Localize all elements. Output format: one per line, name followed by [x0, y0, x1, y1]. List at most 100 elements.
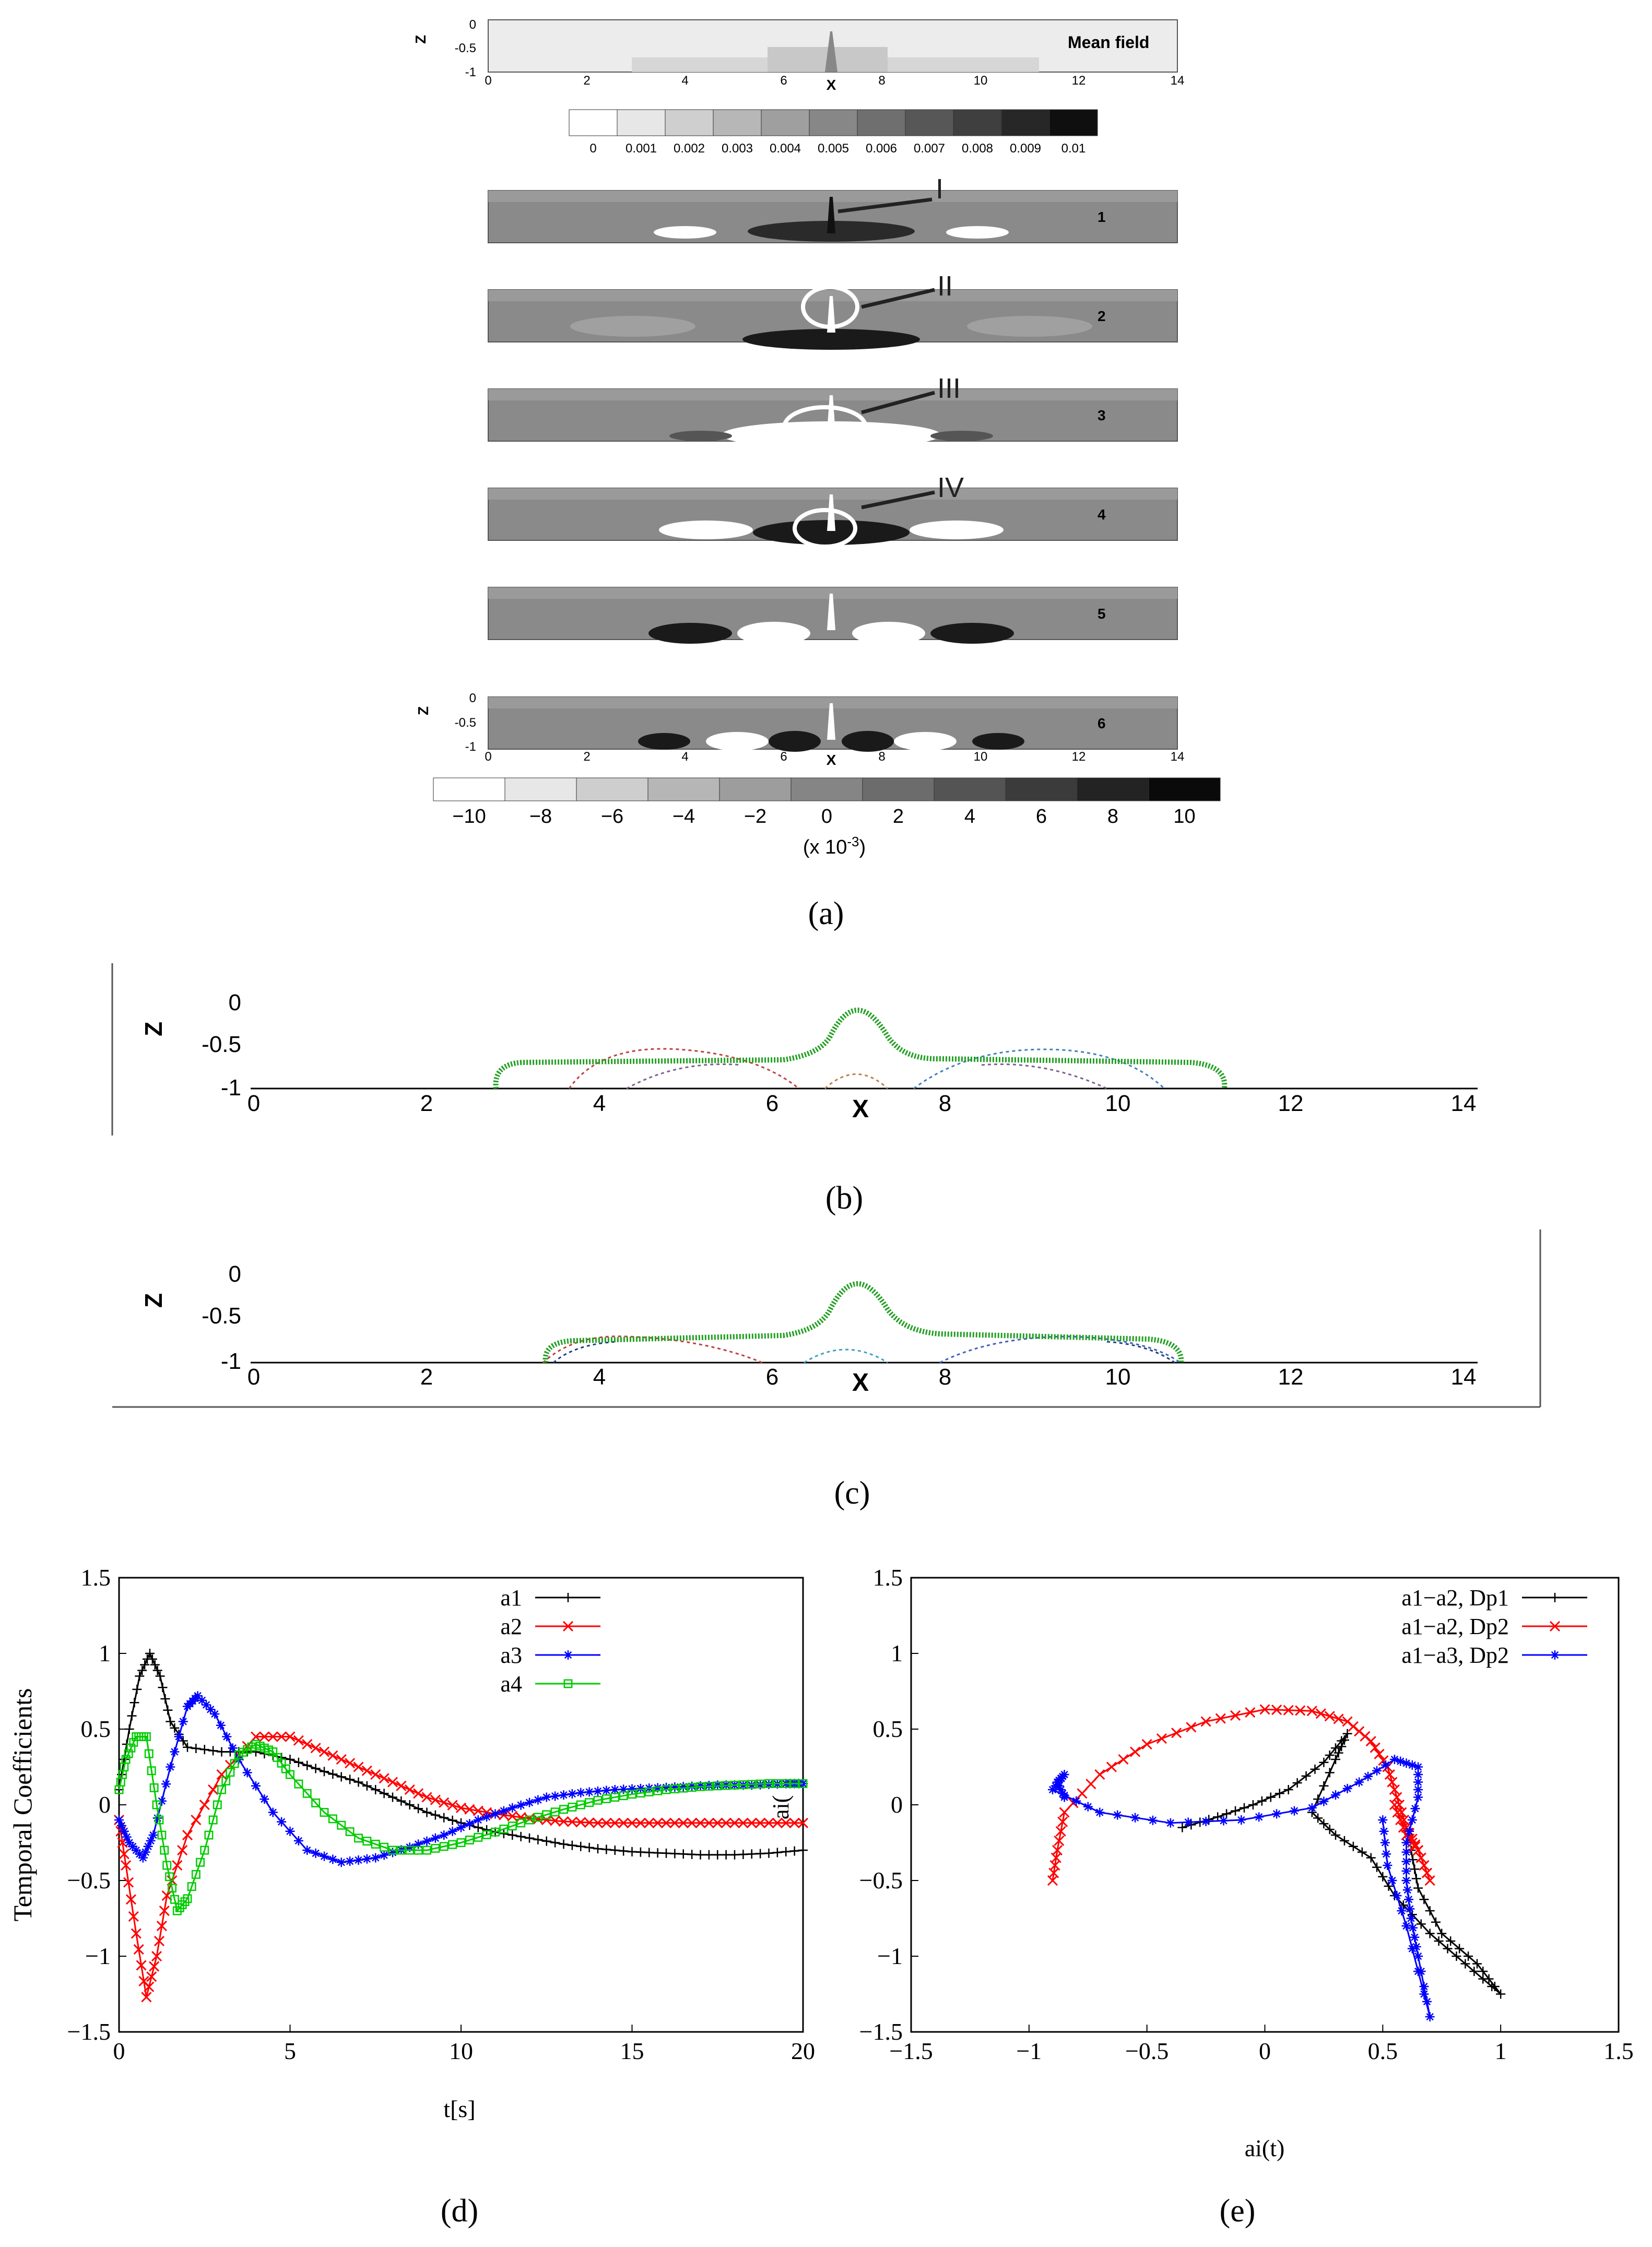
data-point	[379, 1789, 389, 1799]
data-point	[678, 1849, 688, 1859]
data-point	[1059, 1770, 1069, 1779]
data-point	[154, 1935, 165, 1947]
data-point	[1422, 1997, 1432, 2006]
data-point	[422, 1836, 432, 1846]
annotation-arrow-ii	[861, 288, 935, 309]
data-point	[405, 1800, 415, 1810]
data-point	[721, 1850, 731, 1860]
data-point	[576, 1788, 586, 1797]
x-tick-label: −0.5	[1125, 2038, 1169, 2064]
data-point	[1392, 1891, 1402, 1900]
x-tick: 8	[878, 74, 885, 88]
data-point	[250, 1731, 262, 1742]
data-point	[635, 1847, 645, 1857]
data-point	[172, 1860, 183, 1871]
data-point	[662, 1782, 671, 1792]
field-jet	[827, 395, 835, 432]
data-point	[1434, 1936, 1444, 1946]
data-point	[474, 1832, 483, 1842]
data-point	[1266, 1792, 1276, 1802]
y-tick-label: −1	[877, 1943, 903, 1969]
data-point	[178, 1736, 188, 1746]
data-point	[336, 1772, 346, 1782]
data-point	[172, 1906, 182, 1915]
mode-strip-3: 3	[488, 388, 1178, 448]
colorbar-label: 8	[1107, 806, 1118, 827]
data-point	[228, 1743, 238, 1753]
data-point	[1083, 1802, 1093, 1812]
data-point	[1366, 1853, 1376, 1863]
x-tick-label: 0	[113, 2038, 125, 2064]
data-point	[1413, 1967, 1423, 1976]
field-blob	[659, 521, 753, 539]
panel-e-series	[1047, 1704, 1506, 2021]
data-point	[1402, 1885, 1412, 1895]
data-point	[414, 1804, 423, 1814]
data-point	[1424, 1875, 1435, 1886]
mode-strip-1: 1	[488, 190, 1178, 243]
series-line	[1052, 1708, 1431, 1881]
panel-b: Z 0 -0.5 -1 0 2 4 6 8 10 12 14 X (b)	[111, 963, 1478, 1216]
data-point	[567, 1840, 577, 1850]
data-point	[170, 1747, 180, 1757]
series-a1	[114, 1649, 808, 1860]
data-point	[773, 1779, 782, 1788]
data-point	[1334, 1748, 1343, 1758]
data-point	[430, 1794, 441, 1805]
data-point	[1425, 1906, 1435, 1915]
data-point	[1307, 1803, 1317, 1813]
data-point	[1379, 1826, 1389, 1836]
data-point	[293, 1757, 303, 1767]
data-point	[439, 1830, 449, 1840]
data-point	[721, 1817, 731, 1828]
data-point	[121, 1860, 132, 1871]
panel-d-x-label: t[s]	[443, 2096, 475, 2122]
field-blob	[648, 623, 732, 644]
data-point	[119, 1826, 129, 1836]
panel-d-overlay-label: ai(	[768, 1795, 794, 1819]
data-point	[1472, 1959, 1482, 1969]
data-point	[1354, 1777, 1364, 1787]
z-tick: -0.5	[455, 41, 476, 55]
data-point	[1171, 1728, 1182, 1739]
data-point	[1389, 1755, 1399, 1764]
highlight-ellipse-ii	[801, 285, 859, 329]
data-point	[679, 1783, 688, 1793]
colorbar-swatch	[934, 777, 1006, 801]
data-point	[396, 1796, 406, 1806]
mode-strips: 1 2 3 4 5 6	[488, 190, 1178, 752]
data-point	[200, 1846, 209, 1855]
data-point	[482, 1812, 492, 1822]
data-point	[593, 1795, 603, 1805]
colorbar-label: −4	[672, 806, 695, 827]
data-point	[1213, 1812, 1223, 1822]
mean-field-z-label: Z	[412, 35, 429, 44]
data-point	[166, 1762, 175, 1772]
data-point	[619, 1784, 629, 1794]
data-point	[345, 1856, 355, 1866]
data-point	[1410, 1804, 1420, 1814]
data-point	[601, 1844, 611, 1854]
data-point	[1413, 1952, 1423, 1961]
data-point	[687, 1849, 697, 1859]
data-point	[1319, 1757, 1329, 1767]
mode-strip-band	[488, 488, 1177, 500]
contour-line	[568, 1048, 799, 1090]
data-point	[695, 1850, 705, 1860]
data-point	[585, 1798, 594, 1807]
data-point	[379, 1850, 389, 1860]
data-point	[160, 1694, 170, 1704]
data-point	[609, 1817, 620, 1828]
highlight-ellipse-iv	[793, 508, 857, 549]
data-point	[1095, 1807, 1105, 1817]
colorbar-label: 0.008	[962, 141, 993, 156]
colorbar-label: 0.001	[626, 141, 657, 156]
field-blob	[930, 623, 1014, 644]
colorbar-label: 4	[964, 806, 975, 827]
data-point	[593, 1844, 603, 1854]
x-tick: 12	[1278, 1364, 1304, 1390]
data-point	[178, 1900, 187, 1909]
data-point	[670, 1782, 680, 1792]
data-point	[1051, 1781, 1060, 1791]
data-point	[1380, 1838, 1390, 1848]
